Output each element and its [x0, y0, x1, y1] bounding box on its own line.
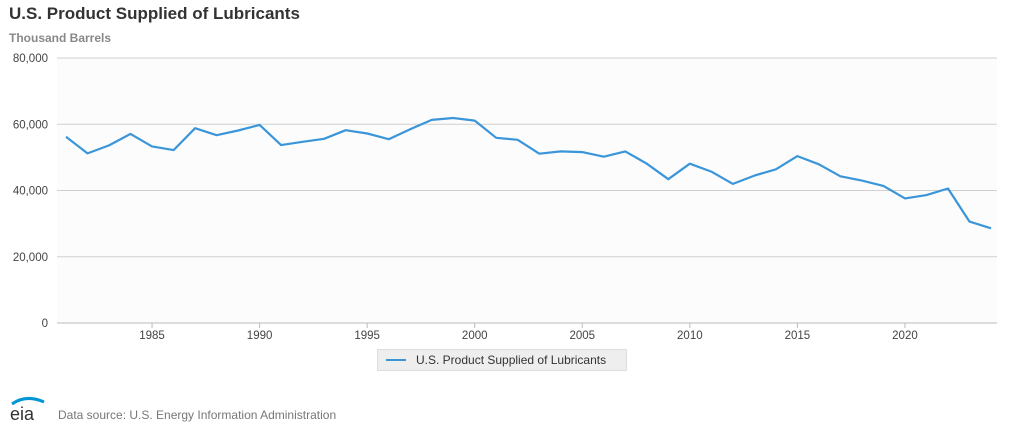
y-tick-label: 60,000	[13, 119, 48, 131]
y-tick-label: 20,000	[13, 252, 48, 264]
x-tick-label: 2005	[569, 330, 595, 342]
legend-swatch	[386, 359, 406, 361]
eia-logo: eia	[10, 397, 45, 422]
legend-label: U.S. Product Supplied of Lubricants	[416, 353, 607, 367]
x-tick-label: 2015	[785, 330, 811, 342]
x-tick-label: 1990	[247, 330, 273, 342]
y-tick-label: 0	[42, 318, 48, 330]
chart-title: U.S. Product Supplied of Lubricants	[9, 4, 300, 23]
x-tick-label: 2000	[462, 330, 488, 342]
y-tick-label: 80,000	[13, 53, 48, 65]
x-tick-label: 2020	[892, 330, 918, 342]
x-tick-label: 1995	[354, 330, 380, 342]
x-tick-label: 2010	[677, 330, 703, 342]
series-line	[65, 116, 992, 230]
legend-item[interactable]: U.S. Product Supplied of Lubricants	[377, 349, 627, 371]
svg-text:eia: eia	[10, 404, 35, 422]
x-tick-label: 1985	[139, 330, 165, 342]
y-tick-label: 40,000	[13, 186, 48, 198]
chart-subtitle: Thousand Barrels	[9, 31, 112, 45]
data-source: Data source: U.S. Energy Information Adm…	[58, 408, 337, 422]
